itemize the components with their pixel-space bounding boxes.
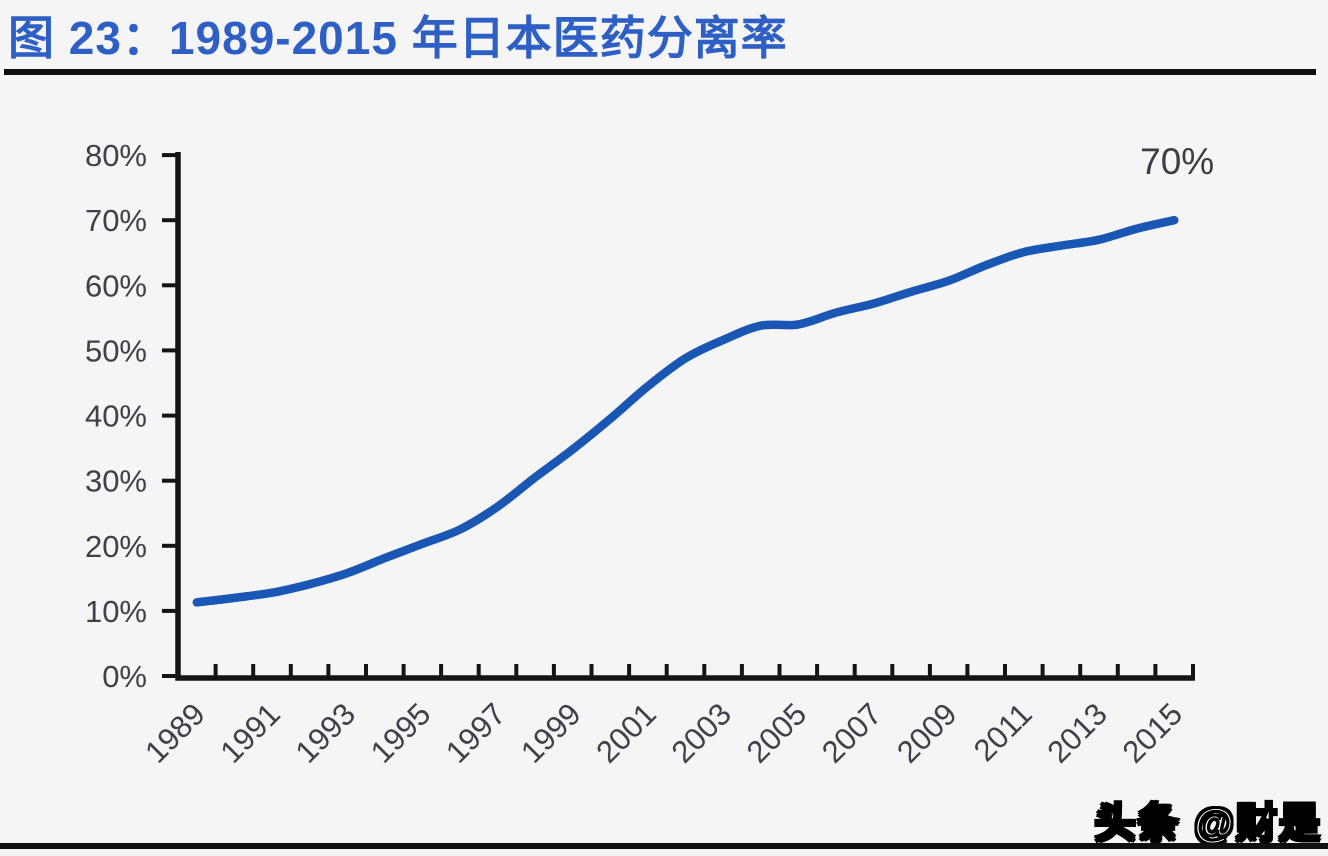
x-axis-label: 1991	[213, 696, 287, 770]
y-axis-label: 20%	[85, 529, 147, 564]
x-axis-label: 2007	[815, 696, 889, 770]
y-axis-label: 40%	[85, 399, 147, 434]
x-axis-label: 2005	[740, 696, 814, 770]
x-axis-label: 2013	[1040, 696, 1114, 770]
last-point-value-label: 70%	[1140, 141, 1214, 182]
y-axis-label: 30%	[85, 464, 147, 499]
x-axis-label: 2009	[890, 696, 964, 770]
bottom-rule	[0, 843, 1328, 849]
series-line	[192, 215, 1179, 607]
x-axis-label: 1989	[138, 696, 212, 770]
y-axis-label: 80%	[85, 138, 147, 173]
x-axis-label: 2015	[1116, 696, 1190, 770]
y-axis-label: 70%	[85, 203, 147, 238]
figure-title: 图 23：1989-2015 年日本医药分离率	[8, 12, 788, 64]
y-axis-label: 60%	[85, 268, 147, 303]
x-axis-label: 2011	[967, 696, 1039, 768]
x-axis-label: 1997	[439, 696, 513, 770]
y-axis-label: 50%	[85, 333, 147, 368]
x-axis-label: 2003	[665, 696, 739, 770]
x-axis-label: 1993	[289, 696, 363, 770]
watermark: 头条 @财是	[1094, 789, 1322, 849]
x-axis-label: 1995	[364, 696, 438, 770]
x-axis-label: 1999	[514, 696, 588, 770]
watermark-text: 头条 @财是	[1094, 799, 1322, 847]
x-axis-label: 2001	[589, 696, 663, 770]
y-axis-label: 10%	[85, 594, 147, 629]
y-axis-label: 0%	[102, 659, 147, 694]
title-underline	[4, 69, 1316, 75]
